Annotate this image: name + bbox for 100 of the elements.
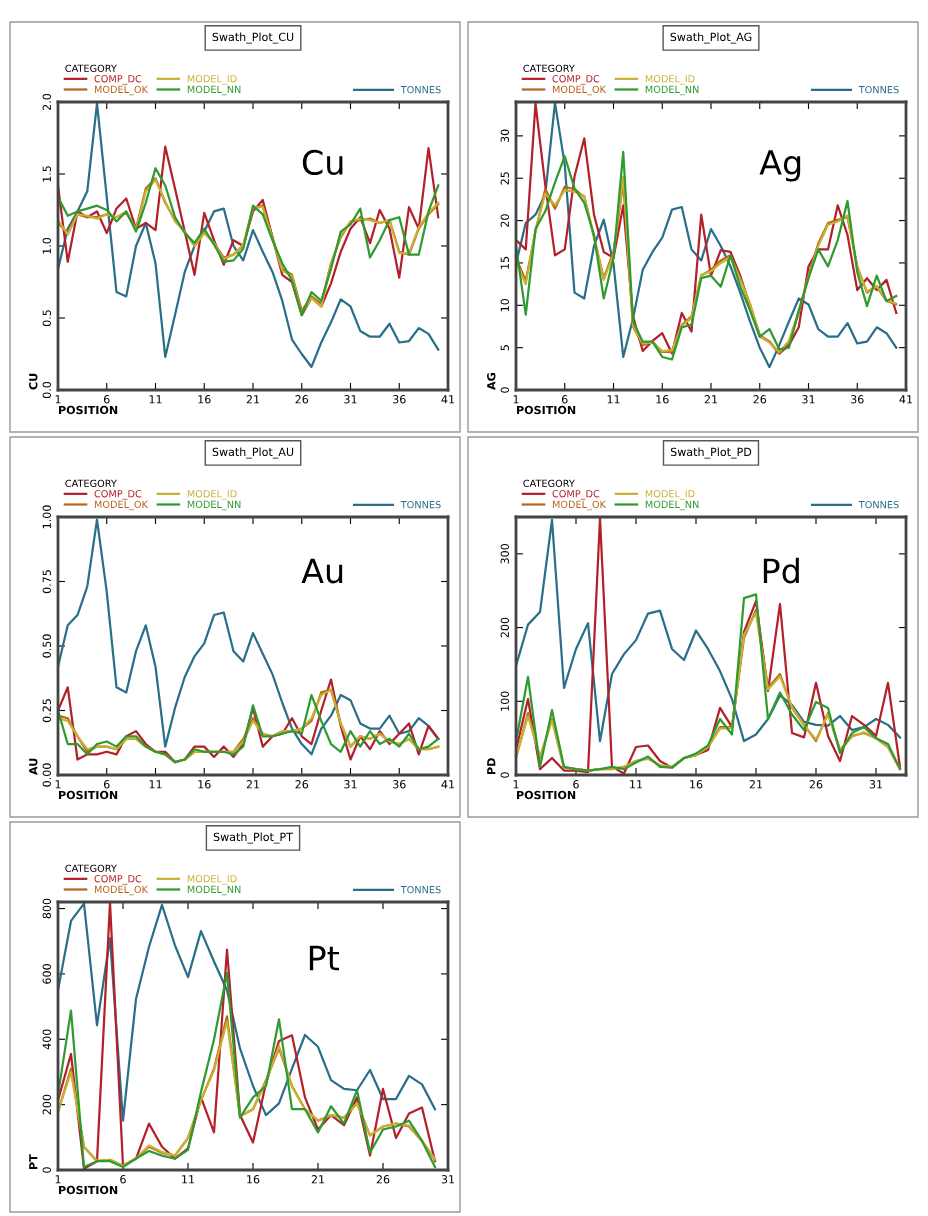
x-tick-label: 1 <box>513 780 519 789</box>
y-tick-label: 30 <box>500 129 509 143</box>
chart-title: Swath_Plot_AU <box>212 447 294 459</box>
legend-label: MODEL_OK <box>552 85 607 96</box>
line-series <box>58 902 437 1122</box>
legend-label: MODEL_OK <box>94 885 149 896</box>
x-tick-label: 31 <box>344 780 357 789</box>
y-tick-label: 15 <box>500 256 509 269</box>
legend-label: MODEL_NN <box>187 885 241 896</box>
y-tick-label: 1.0 <box>42 237 51 254</box>
x-tick-label: 6 <box>120 1175 126 1184</box>
legend-label: COMP_DC <box>552 490 600 500</box>
legend-label: COMP_DC <box>552 75 600 85</box>
x-tick-label: 16 <box>198 395 211 404</box>
x-axis-title: POSITION <box>59 405 118 415</box>
y-tick-label: 2.0 <box>42 93 51 111</box>
x-tick-label: 16 <box>690 780 703 789</box>
x-tick-label: 36 <box>393 395 406 404</box>
x-tick-label: 26 <box>753 395 767 404</box>
y-tick-label: 200 <box>42 1094 51 1115</box>
annotation: Pt <box>309 945 339 971</box>
x-tick-label: 31 <box>869 780 883 789</box>
line-series <box>516 150 898 361</box>
legend-label: TONNES <box>858 85 899 94</box>
annotation: Pd <box>763 557 799 584</box>
x-axis-title: POSITION <box>517 405 576 415</box>
chart-title: Swath_Plot_AG <box>670 32 752 44</box>
y-tick-label: 0.50 <box>42 634 51 658</box>
y-tick-label: 25 <box>500 172 509 185</box>
y-tick-label: 5 <box>500 345 509 351</box>
legend-title: CATEGORY <box>523 64 575 73</box>
line-series <box>58 971 437 1169</box>
y-tick-label: 10 <box>500 298 509 312</box>
y-axis-title: AU <box>29 758 38 775</box>
x-tick-label: 11 <box>630 780 643 789</box>
x-tick-label: 31 <box>344 395 357 404</box>
legend-title: CATEGORY <box>65 864 117 873</box>
x-axis-title: POSITION <box>59 790 118 800</box>
x-tick-label: 41 <box>441 395 455 404</box>
y-axis-title: AG <box>487 373 496 390</box>
legend-label: MODEL_OK <box>94 85 149 96</box>
chart-title: Swath_Plot_PD <box>670 447 752 459</box>
legend-label: TONNES <box>400 85 441 94</box>
x-tick-label: 21 <box>749 780 763 789</box>
legend-label: MODEL_OK <box>94 500 149 511</box>
y-tick-label: 200 <box>500 617 509 638</box>
y-axis-title: PT <box>29 1154 38 1169</box>
x-tick-label: 6 <box>103 780 110 789</box>
y-tick-label: 1.5 <box>42 166 51 182</box>
y-tick-label: 0.75 <box>42 570 51 594</box>
x-tick-label: 1 <box>55 395 61 404</box>
legend-label: COMP_DC <box>94 875 142 885</box>
x-tick-label: 21 <box>311 1175 325 1184</box>
y-tick-label: 0.5 <box>42 310 51 327</box>
legend-title: CATEGORY <box>65 64 117 73</box>
annotation: Ag <box>759 150 801 182</box>
y-tick-label: 0 <box>500 387 509 393</box>
x-tick-label: 26 <box>376 1175 390 1184</box>
x-tick-label: 6 <box>103 395 110 404</box>
x-tick-label: 41 <box>441 780 455 789</box>
x-tick-label: 31 <box>441 1175 455 1184</box>
y-tick-label: 0.25 <box>42 699 51 723</box>
x-tick-label: 6 <box>561 395 568 404</box>
x-tick-label: 36 <box>851 395 864 404</box>
annotation: Au <box>301 558 343 584</box>
legend-label: TONNES <box>400 500 441 509</box>
x-tick-label: 11 <box>149 780 162 789</box>
x-tick-label: 16 <box>247 1175 260 1184</box>
y-axis-title: CU <box>29 373 38 390</box>
legend-label: COMP_DC <box>94 75 142 85</box>
x-tick-label: 26 <box>809 780 823 789</box>
legend-title: CATEGORY <box>523 479 575 488</box>
legend-label: MODEL_NN <box>645 500 699 511</box>
y-axis-title: PD <box>487 758 496 774</box>
x-tick-label: 31 <box>802 395 815 404</box>
legend-label: MODEL_NN <box>187 85 241 96</box>
x-tick-label: 36 <box>393 780 406 789</box>
legend-label: MODEL_OK <box>552 500 607 511</box>
legend-label: TONNES <box>400 885 441 894</box>
x-tick-label: 6 <box>573 780 579 789</box>
x-tick-label: 21 <box>704 395 718 404</box>
legend-label: COMP_DC <box>94 490 142 500</box>
x-tick-label: 1 <box>55 1175 61 1184</box>
x-axis-title: POSITION <box>59 1185 118 1195</box>
legend-title: CATEGORY <box>65 479 117 488</box>
line-series <box>58 102 440 369</box>
y-tick-label: 400 <box>42 1029 51 1050</box>
y-tick-label: 300 <box>500 543 509 564</box>
x-axis-title: POSITION <box>517 790 576 800</box>
y-tick-label: 20 <box>500 214 509 227</box>
x-tick-label: 1 <box>55 780 61 789</box>
y-tick-label: 0.0 <box>42 381 51 399</box>
y-tick-label: 800 <box>42 898 51 919</box>
chart-title: Swath_Plot_PT <box>213 832 293 844</box>
chart-title: Swath_Plot_CU <box>212 32 294 44</box>
x-tick-label: 11 <box>182 1175 195 1184</box>
legend-label: MODEL_NN <box>187 500 241 511</box>
y-tick-label: 600 <box>42 964 51 984</box>
legend-label: TONNES <box>858 500 899 509</box>
legend-label: MODEL_ID <box>645 490 695 500</box>
